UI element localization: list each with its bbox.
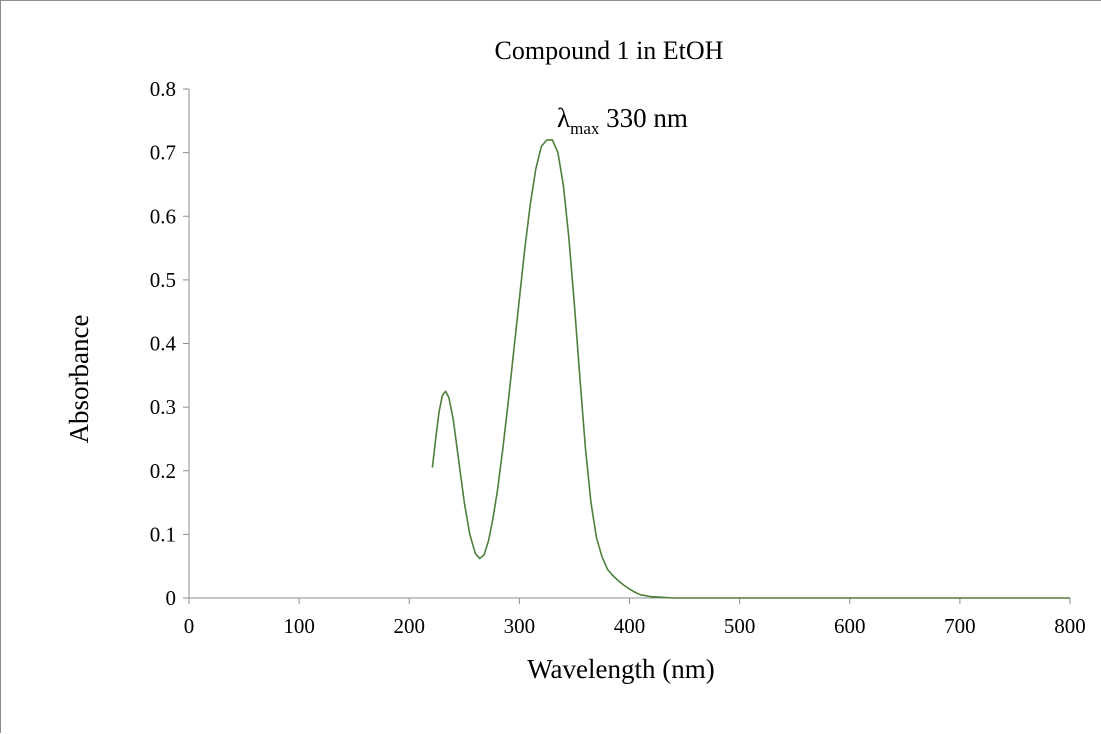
y-tick-label: 0.5 [150,268,176,292]
absorbance-series-line [431,139,1070,599]
x-tick-label: 0 [184,614,195,638]
x-tick-label: 600 [834,614,866,638]
lambda-value: 330 nm [599,103,688,133]
y-tick-label: 0.1 [150,522,176,546]
lambda-max-annotation: λmax 330 nm [557,103,688,138]
lambda-symbol: λ [557,103,570,133]
x-axis-title: Wavelength (nm) [527,654,715,684]
y-tick-group: 0 0.1 0.2 0.3 0.4 0.5 0.6 0.7 0.8 [150,77,189,610]
y-tick-label: 0.4 [150,332,177,356]
x-tick-label: 300 [504,614,536,638]
x-tick-group: 0 100 200 300 400 500 600 700 800 [184,598,1086,638]
chart-title: Compound 1 in EtOH [495,36,724,65]
y-tick-label: 0 [166,586,177,610]
y-axis-title: Absorbance [64,315,94,444]
y-tick-label: 0.3 [150,395,176,419]
y-tick-label: 0.2 [150,459,176,483]
y-tick-label: 0.6 [150,204,176,228]
y-tick-label: 0.8 [150,77,176,101]
x-tick-label: 200 [394,614,426,638]
x-tick-label: 400 [614,614,646,638]
x-tick-label: 800 [1054,614,1086,638]
lambda-subscript: max [570,119,600,138]
x-tick-label: 500 [724,614,756,638]
x-tick-label: 700 [944,614,976,638]
x-tick-label: 100 [283,614,315,638]
y-tick-label: 0.7 [150,141,176,165]
